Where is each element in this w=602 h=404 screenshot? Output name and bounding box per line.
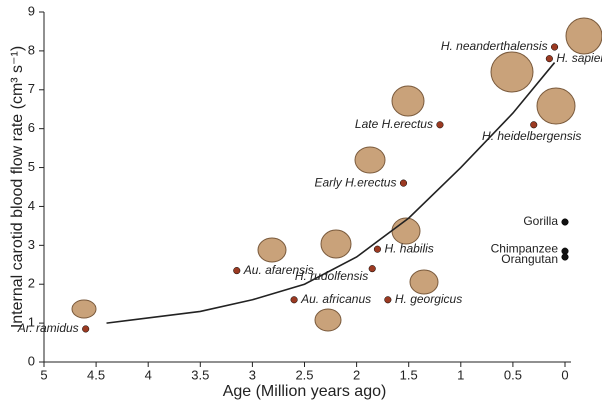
point-label: Au. africanus xyxy=(300,292,371,306)
x-tick-label: 0.5 xyxy=(504,367,522,382)
point-label: Late H.erectus xyxy=(355,117,433,131)
y-tick-label: 5 xyxy=(28,159,35,174)
point-label: Gorilla xyxy=(523,214,558,228)
y-tick-label: 6 xyxy=(28,120,35,135)
point-label: Ar. ramidus xyxy=(17,321,79,335)
x-tick-label: 2.5 xyxy=(295,367,313,382)
x-tick-label: 3 xyxy=(249,367,256,382)
data-point xyxy=(546,55,553,62)
y-tick-label: 9 xyxy=(28,3,35,18)
x-tick-label: 2 xyxy=(353,367,360,382)
point-label: H. habilis xyxy=(384,241,433,255)
data-point xyxy=(562,254,569,261)
y-tick-label: 7 xyxy=(28,81,35,96)
y-tick-label: 2 xyxy=(28,276,35,291)
y-axis-label: Internal carotid blood flow rate (cm³ s⁻… xyxy=(9,46,26,328)
data-point xyxy=(369,265,376,272)
point-label: Early H.erectus xyxy=(314,175,396,189)
point-label: H. georgicus xyxy=(395,292,462,306)
x-axis-label: Age (Million years ago) xyxy=(223,383,387,400)
x-tick-label: 0 xyxy=(561,367,568,382)
point-label: H. neanderthalensis xyxy=(441,39,548,53)
point-label: H. heidelbergensis xyxy=(482,129,581,143)
data-point xyxy=(374,246,381,253)
x-tick-label: 1 xyxy=(457,367,464,382)
y-tick-label: 4 xyxy=(28,198,35,213)
trend-line xyxy=(107,63,555,324)
point-label: Orangutan xyxy=(501,252,558,266)
x-tick-label: 4.5 xyxy=(87,367,105,382)
x-tick-label: 3.5 xyxy=(191,367,209,382)
x-tick-label: 1.5 xyxy=(400,367,418,382)
point-label: H. sapien xyxy=(556,51,602,65)
data-point xyxy=(551,44,558,51)
data-point xyxy=(400,180,407,187)
data-point xyxy=(385,296,392,303)
y-tick-label: 0 xyxy=(28,353,35,368)
chart: 012345678954.543.532.521.510.50Age (Mill… xyxy=(0,0,602,404)
data-point xyxy=(530,121,537,128)
data-point xyxy=(82,326,89,333)
data-point xyxy=(437,121,444,128)
data-point xyxy=(562,219,569,226)
x-tick-label: 4 xyxy=(145,367,152,382)
y-tick-label: 8 xyxy=(28,42,35,57)
y-tick-label: 3 xyxy=(28,237,35,252)
data-point xyxy=(233,267,240,274)
x-tick-label: 5 xyxy=(40,367,47,382)
data-point xyxy=(291,296,298,303)
